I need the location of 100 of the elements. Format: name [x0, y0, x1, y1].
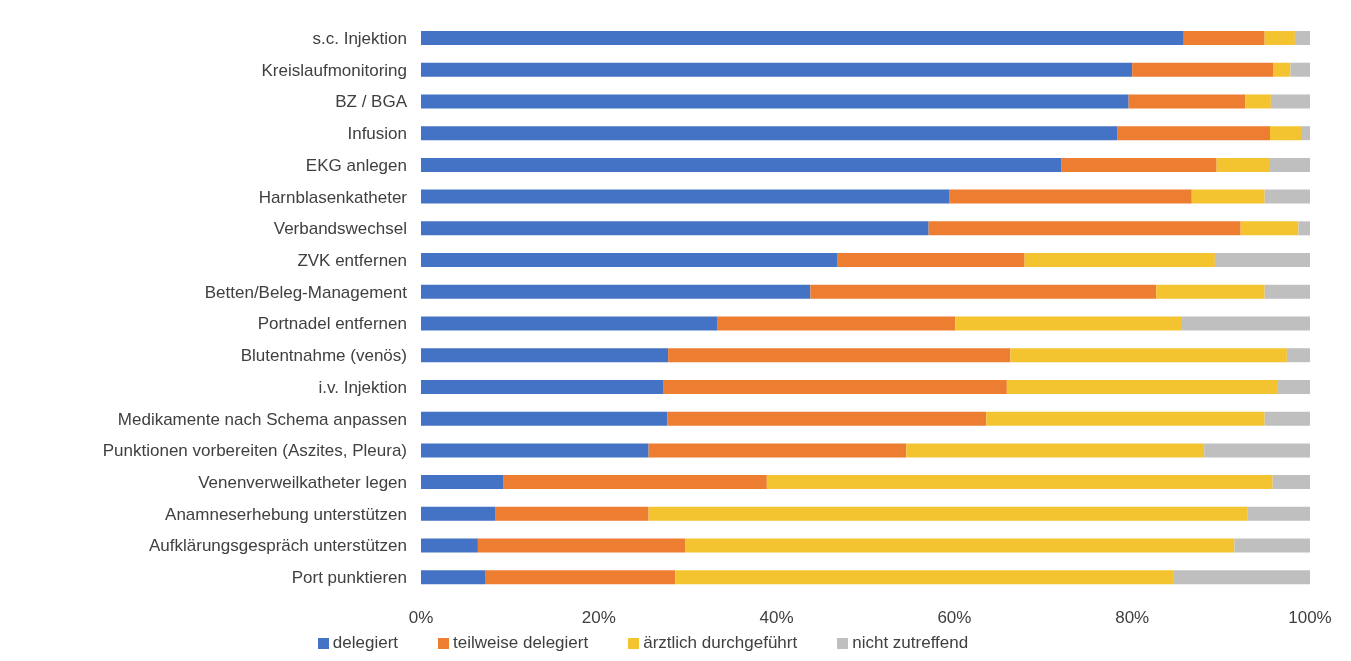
bar: [1234, 538, 1310, 553]
bar: [421, 411, 668, 426]
y-tick-label: BZ / BGA: [335, 92, 408, 112]
bar: [685, 538, 1235, 553]
bar: [421, 379, 664, 394]
bar: [1245, 94, 1271, 109]
bar: [421, 189, 950, 204]
bar: [421, 31, 1184, 45]
bar: [1286, 348, 1310, 363]
bar: [1061, 157, 1217, 172]
y-tick-label: Infusion: [347, 124, 407, 144]
y-tick-label: Betten/Beleg-Management: [204, 282, 408, 302]
bar: [648, 506, 1248, 521]
x-tick-label: 0%: [408, 608, 434, 628]
bar: [421, 316, 718, 331]
bar: [1294, 31, 1310, 45]
bar: [1183, 31, 1265, 45]
y-tick-label: Harnblasenkatheter: [258, 187, 408, 207]
bar: [1128, 94, 1246, 109]
bar: [717, 316, 956, 331]
bar: [421, 348, 669, 363]
bar: [986, 411, 1265, 426]
bar: [1277, 379, 1310, 394]
bar: [1270, 94, 1310, 109]
bar: [1156, 284, 1265, 299]
y-tick-label: Verbandswechsel: [273, 219, 407, 239]
bar: [421, 475, 504, 490]
bar: [1264, 284, 1310, 299]
bar: [421, 253, 838, 268]
bar: [1191, 189, 1265, 204]
x-tick-label: 40%: [759, 608, 794, 628]
bar: [1264, 31, 1295, 45]
bar: [1269, 157, 1310, 172]
bar: [906, 443, 1205, 458]
bar: [421, 221, 929, 236]
y-tick-label: Venenverweilkatheter legen: [198, 473, 407, 493]
bar: [1214, 253, 1310, 268]
bar: [1273, 62, 1291, 77]
bar: [421, 126, 1118, 141]
bar: [1240, 221, 1299, 236]
bar: [421, 94, 1129, 109]
bar: [421, 62, 1133, 77]
bar: [766, 475, 1273, 490]
bar: [421, 443, 649, 458]
bar: [503, 475, 767, 490]
x-tick-label: 100%: [1288, 608, 1332, 628]
bar: [1006, 379, 1278, 394]
bar: [1264, 189, 1310, 204]
bar: [1117, 126, 1270, 141]
bar: [495, 506, 649, 521]
bar: [421, 157, 1062, 172]
legend-label: delegiert: [332, 633, 399, 652]
bar: [421, 506, 496, 521]
bar: [477, 538, 686, 553]
bar: [1132, 62, 1274, 77]
bar: [1173, 570, 1310, 585]
y-tick-label: Aufklärungsgespräch unterstützen: [149, 536, 407, 556]
bar: [668, 348, 1011, 363]
y-tick-label: Kreislaufmonitoring: [261, 60, 407, 80]
y-tick-label: ZVK entfernen: [297, 250, 407, 270]
bar: [421, 284, 811, 299]
x-tick-label: 80%: [1115, 608, 1150, 628]
x-tick-label: 20%: [581, 608, 616, 628]
bar: [1272, 475, 1310, 490]
bar: [955, 316, 1182, 331]
y-tick-label: Blutentnahme (venös): [240, 346, 407, 366]
bar: [837, 253, 1025, 268]
legend-label: ärztlich durchgeführt: [643, 633, 798, 652]
bar: [675, 570, 1174, 585]
bar: [1269, 126, 1302, 141]
bar: [667, 411, 987, 426]
bar: [1298, 221, 1310, 236]
bar: [485, 570, 676, 585]
bar: [810, 284, 1157, 299]
bar: [648, 443, 907, 458]
y-tick-label: Medikamente nach Schema anpassen: [117, 409, 407, 429]
bar: [1010, 348, 1287, 363]
bar: [663, 379, 1007, 394]
bar: [1216, 157, 1270, 172]
y-tick-label: Anamneserhebung unterstützen: [165, 504, 407, 524]
y-tick-label: EKG anlegen: [305, 155, 407, 175]
bar: [1264, 411, 1310, 426]
x-tick-label: 60%: [937, 608, 972, 628]
legend-label: nicht zutreffend: [852, 633, 969, 652]
y-tick-label: i.v. Injektion: [318, 377, 407, 397]
bar: [421, 538, 478, 553]
bar: [1302, 126, 1310, 141]
y-tick-label: s.c. Injektion: [312, 28, 407, 48]
y-tick-label: Portnadel entfernen: [257, 314, 407, 334]
bar: [1181, 316, 1310, 331]
bar: [1204, 443, 1310, 458]
bar: [1290, 62, 1310, 77]
legend-label: teilweise delegiert: [453, 633, 589, 652]
bar: [949, 189, 1192, 204]
bar: [928, 221, 1241, 236]
y-tick-label: Punktionen vorbereiten (Aszites, Pleura): [102, 441, 407, 461]
bar: [1247, 506, 1310, 521]
bar: [1024, 253, 1215, 268]
y-tick-label: Port punktieren: [291, 568, 407, 588]
bar: [421, 570, 486, 585]
